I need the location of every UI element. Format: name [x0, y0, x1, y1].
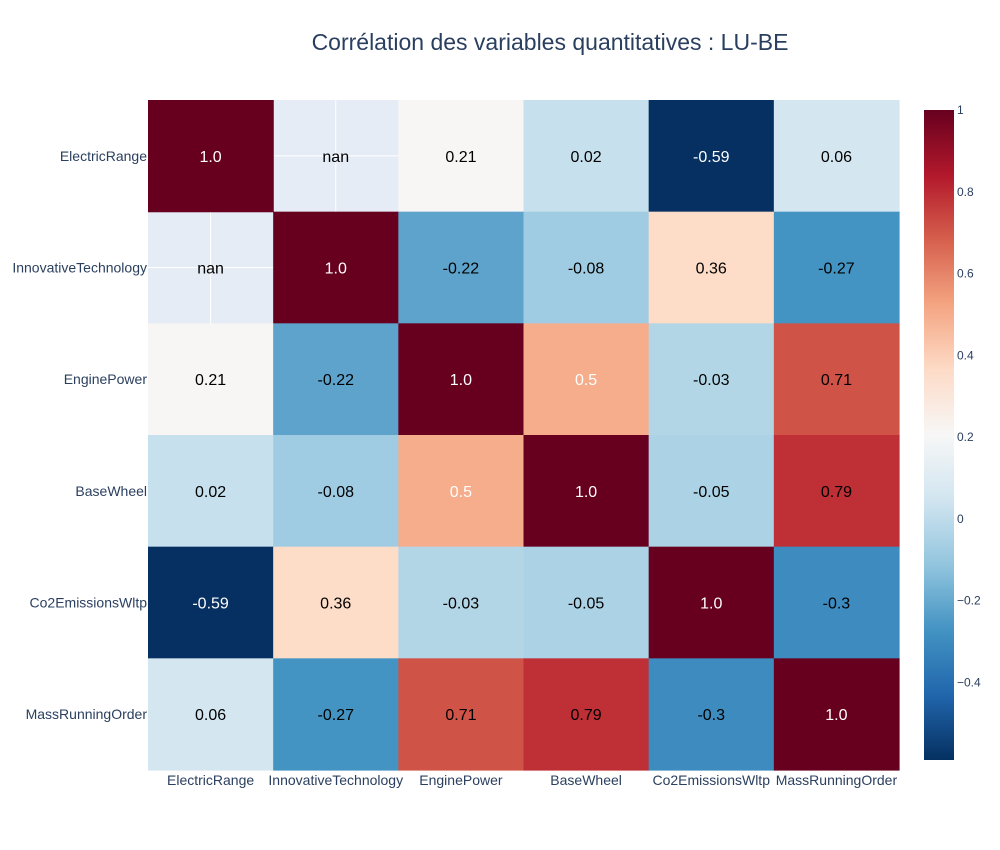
cell-label: -0.22 [318, 372, 355, 389]
cell-label: nan [322, 149, 349, 166]
heatmap-cell [648, 100, 775, 213]
heatmap-cell [398, 211, 525, 324]
cell-label: 0.02 [571, 149, 602, 166]
x-tick-label: MassRunningOrder [776, 772, 898, 788]
heatmap-cell [273, 211, 399, 324]
cell-label: 0.06 [195, 707, 226, 724]
colorbar-tick-label: 0.6 [957, 267, 974, 281]
heatmap-cell [523, 658, 650, 771]
x-tick-label: InnovativeTechnology [268, 772, 403, 788]
heatmap-cell [398, 546, 525, 659]
cell-label: -0.05 [693, 484, 730, 501]
heatmap-cell [648, 323, 775, 436]
heatmap-cell [398, 658, 525, 771]
heatmap-cell [398, 100, 525, 213]
cell-label: 0.21 [445, 149, 476, 166]
cell-label: 0.36 [320, 596, 351, 613]
heatmap-cell [398, 435, 525, 548]
heatmap-cell [148, 546, 274, 659]
y-tick-label: MassRunningOrder [26, 706, 148, 722]
y-tick-label: Co2EmissionsWltp [30, 595, 148, 611]
heatmap-cell [273, 435, 399, 548]
heatmap-cell [648, 546, 775, 659]
heatmap-cells [148, 100, 900, 771]
heatmap-cell [523, 323, 650, 436]
cell-label: -0.3 [697, 707, 725, 724]
cell-label: -0.03 [693, 372, 730, 389]
colorbar-tick-label: 1 [957, 103, 964, 117]
heatmap-cell [648, 658, 775, 771]
heatmap-cell [773, 435, 900, 548]
cell-label: 0.02 [195, 484, 226, 501]
heatmap-cell [273, 323, 399, 436]
heatmap-cell [773, 211, 900, 324]
cell-label: 1.0 [825, 707, 847, 724]
cell-label: -0.27 [318, 707, 355, 724]
heatmap-cell [773, 658, 900, 771]
cell-label: 1.0 [575, 484, 597, 501]
heatmap-cell [523, 435, 650, 548]
cell-label: -0.22 [443, 261, 480, 278]
cell-label: 1.0 [450, 372, 472, 389]
heatmap-cell [148, 435, 274, 548]
heatmap-cell [523, 100, 650, 213]
cell-label: 1.0 [700, 596, 722, 613]
y-axis: ElectricRange InnovativeTechnology EngineP… [12, 148, 147, 722]
colorbar-tick-label: 0.8 [957, 185, 974, 199]
cell-label: -0.03 [443, 596, 480, 613]
plot-area: 1.0 nan 0.21 0.02 -0.59 0.06 nan 1.0 -0.22 -0.08 0… [148, 100, 900, 771]
cell-label: 0.71 [445, 707, 476, 724]
heatmap-cell [273, 658, 399, 771]
heatmap-cell [523, 546, 650, 659]
heatmap-cell [773, 100, 900, 213]
cell-label: -0.59 [192, 596, 229, 613]
cell-label: -0.05 [568, 596, 605, 613]
y-tick-label: EnginePower [64, 371, 148, 387]
cell-label: 0.36 [696, 261, 727, 278]
colorbar: 1 0.8 0.6 0.4 0.2 0 −0.2 −0.4 [924, 103, 981, 760]
cell-label: 0.71 [821, 372, 852, 389]
colorbar-tick-label: 0.4 [957, 348, 974, 362]
colorbar-tick-label: 0.2 [957, 430, 974, 444]
heatmap-cell [148, 658, 274, 771]
cell-label: -0.27 [818, 261, 855, 278]
cell-label: 1.0 [325, 261, 347, 278]
colorbar-tick-label: −0.2 [957, 594, 981, 608]
cell-label: 0.06 [821, 149, 852, 166]
x-tick-label: Co2EmissionsWltp [653, 772, 771, 788]
colorbar-tick-label: 0 [957, 512, 964, 526]
y-tick-label: InnovativeTechnology [12, 260, 147, 276]
cell-label: -0.08 [318, 484, 355, 501]
heatmap-cell [398, 323, 525, 436]
y-tick-label: BaseWheel [75, 483, 147, 499]
heatmap-cell [523, 211, 650, 324]
cell-label: 0.79 [571, 707, 602, 724]
x-tick-label: ElectricRange [167, 772, 254, 788]
y-tick-label: ElectricRange [60, 148, 147, 164]
cell-label: nan [197, 261, 224, 278]
heatmap-cell [648, 211, 775, 324]
x-tick-label: BaseWheel [550, 772, 622, 788]
heatmap-labels: 1.0 nan 0.21 0.02 -0.59 0.06 nan 1.0 -0.22 -0.08 0… [192, 149, 854, 724]
cell-label: 0.79 [821, 484, 852, 501]
x-axis: ElectricRange InnovativeTechnology EngineP… [167, 772, 897, 788]
cell-label: 0.5 [450, 484, 472, 501]
cell-label: -0.3 [823, 596, 851, 613]
x-tick-label: EnginePower [419, 772, 503, 788]
heatmap-cell [148, 100, 274, 213]
colorbar-gradient [924, 110, 954, 760]
chart-title: Corrélation des variables quantitatives … [312, 29, 789, 55]
cell-label: 1.0 [199, 149, 221, 166]
heatmap-cell [648, 435, 775, 548]
heatmap-cell [148, 323, 274, 436]
colorbar-tick-label: −0.4 [957, 675, 981, 689]
heatmap-cell [773, 323, 900, 436]
cell-label: -0.59 [693, 149, 730, 166]
heatmap-cell [773, 546, 900, 659]
cell-label: 0.21 [195, 372, 226, 389]
cell-label: 0.5 [575, 372, 597, 389]
cell-label: -0.08 [568, 261, 605, 278]
heatmap-cell [273, 546, 399, 659]
